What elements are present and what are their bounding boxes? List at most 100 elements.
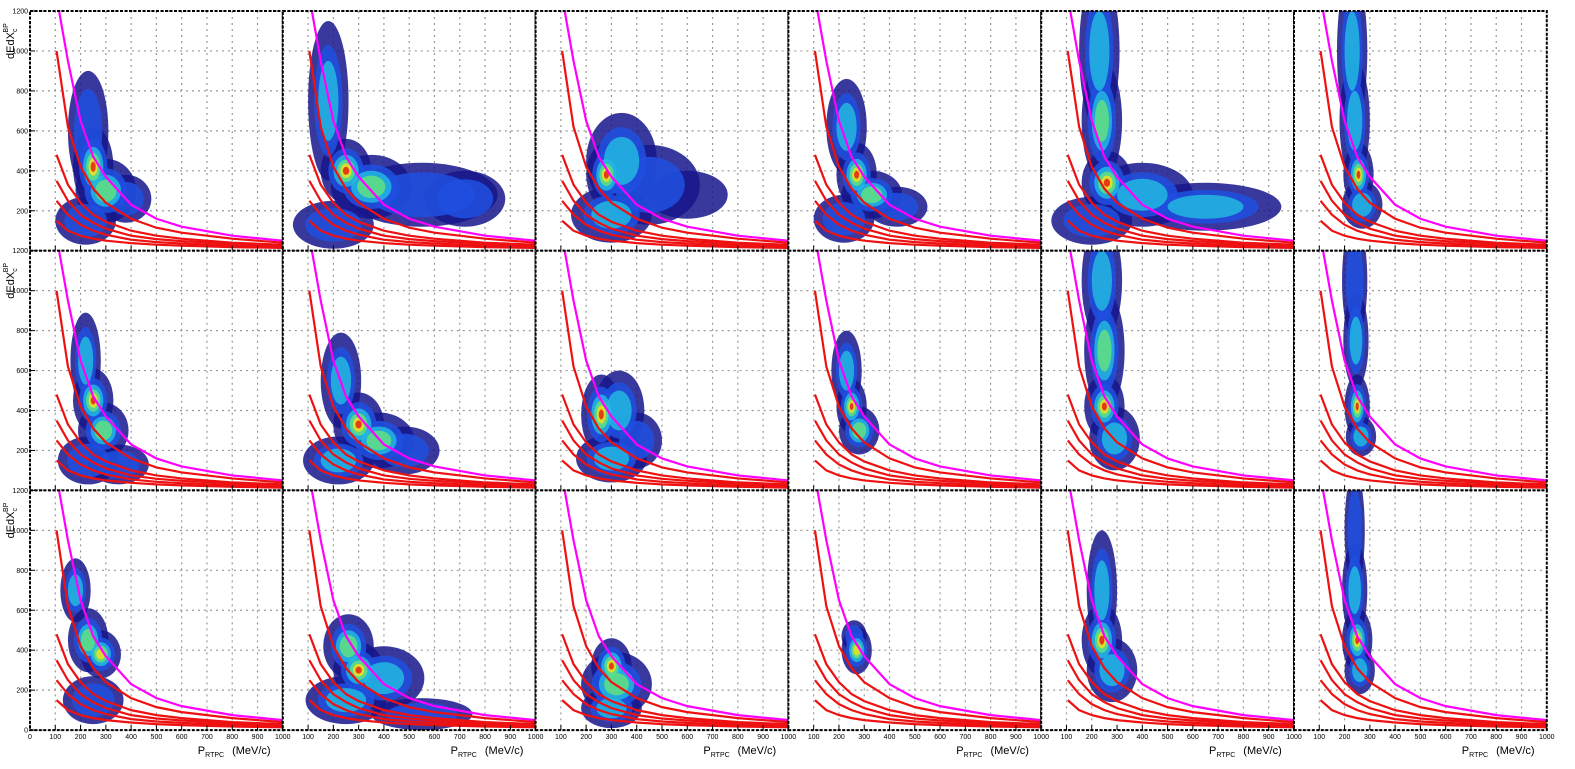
curve bbox=[55, 419, 283, 487]
curve bbox=[813, 530, 1042, 724]
heatmap-cluster bbox=[71, 683, 115, 717]
y-axis-label: dEdXcBP bbox=[3, 263, 19, 299]
curve bbox=[1069, 11, 1294, 242]
heatmap-cluster bbox=[320, 448, 357, 473]
curve bbox=[1319, 154, 1547, 246]
panel bbox=[534, 489, 790, 732]
curve bbox=[1319, 419, 1547, 487]
x-axis-label-unit: (MeV/c) bbox=[738, 745, 777, 757]
x-tick-label: 100 bbox=[808, 734, 820, 741]
heatmap bbox=[1342, 250, 1377, 457]
x-tick-label: 1000 bbox=[1033, 734, 1049, 741]
curve bbox=[561, 180, 789, 247]
heatmap-cluster bbox=[1353, 426, 1369, 447]
curve bbox=[1066, 50, 1294, 244]
y-axis-label: dEdXcBP bbox=[3, 23, 19, 59]
curve bbox=[1319, 659, 1547, 727]
y-tick-label: 600 bbox=[16, 368, 28, 375]
x-axis-label: PRTPC (MeV/c) bbox=[956, 745, 1029, 759]
curve bbox=[57, 490, 283, 722]
panel bbox=[1293, 10, 1548, 252]
curve bbox=[1066, 439, 1294, 488]
curve bbox=[55, 180, 283, 247]
heatmap bbox=[292, 20, 506, 249]
curve bbox=[1066, 633, 1294, 726]
curve bbox=[813, 419, 1042, 487]
x-tick-label: 1000 bbox=[781, 734, 797, 741]
x-axis-label-unit: (MeV/c) bbox=[485, 745, 523, 757]
y-axis-label-main: dEdX bbox=[5, 271, 17, 299]
heatmap-cluster bbox=[1103, 178, 1111, 187]
x-tick-label: 100 bbox=[49, 734, 61, 741]
heatmap-cluster bbox=[838, 350, 855, 391]
x-tick-label: 400 bbox=[1136, 734, 1148, 741]
curve bbox=[308, 633, 536, 726]
curve bbox=[813, 154, 1042, 246]
curve bbox=[1321, 11, 1547, 242]
x-axis-label-main: P bbox=[956, 745, 963, 757]
curves bbox=[55, 11, 283, 250]
curve bbox=[1066, 290, 1294, 484]
x-tick-label: 100 bbox=[302, 734, 314, 741]
x-axis-label-unit: (MeV/c) bbox=[232, 745, 270, 757]
curves bbox=[308, 250, 536, 489]
curve bbox=[1319, 439, 1547, 488]
curve bbox=[561, 439, 789, 488]
heatmap bbox=[831, 330, 880, 455]
x-tick-label: 800 bbox=[226, 734, 238, 741]
curve bbox=[814, 679, 1042, 728]
panel bbox=[29, 10, 284, 252]
curve bbox=[1321, 250, 1547, 482]
heatmap-cluster bbox=[1356, 170, 1361, 179]
heatmap bbox=[60, 558, 124, 725]
x-axis-label-sub: RTPC bbox=[964, 752, 983, 759]
curve bbox=[563, 11, 789, 242]
x-tick-label: 100 bbox=[1061, 734, 1073, 741]
heatmap-cluster bbox=[342, 166, 350, 175]
x-axis-label: PRTPC (MeV/c) bbox=[198, 745, 271, 759]
x-axis-label-unit: (MeV/c) bbox=[1496, 745, 1535, 757]
x-tick-label: 200 bbox=[833, 734, 845, 741]
curve bbox=[1069, 250, 1294, 482]
curve bbox=[561, 290, 789, 484]
heatmap-cluster bbox=[849, 403, 854, 411]
y-axis-label-sup: BP bbox=[3, 23, 10, 33]
curve bbox=[1319, 633, 1547, 726]
y-tick-label: 200 bbox=[16, 688, 28, 695]
y-tick-label: 200 bbox=[16, 208, 28, 215]
x-axis-label-sub: RTPC bbox=[205, 752, 224, 759]
x-tick-label: 600 bbox=[1187, 734, 1199, 741]
heatmap-cluster bbox=[1117, 178, 1168, 211]
curves bbox=[1066, 11, 1294, 250]
curve bbox=[813, 394, 1042, 486]
curve bbox=[55, 154, 283, 246]
x-tick-label: 500 bbox=[656, 734, 668, 741]
curve bbox=[308, 439, 536, 488]
x-tick-label: 600 bbox=[176, 734, 188, 741]
heatmap-cluster bbox=[598, 409, 604, 420]
x-tick-label: 700 bbox=[960, 734, 972, 741]
y-tick-label: 1200 bbox=[12, 248, 28, 255]
curve bbox=[55, 200, 283, 248]
curve bbox=[1066, 679, 1294, 728]
curve bbox=[561, 200, 789, 248]
curve bbox=[1066, 154, 1294, 246]
curve bbox=[814, 439, 1042, 488]
y-tick-label: 1200 bbox=[12, 488, 28, 495]
x-tick-label: 600 bbox=[934, 734, 946, 741]
curve bbox=[1319, 530, 1547, 724]
curve bbox=[561, 659, 789, 727]
x-tick-label: 500 bbox=[403, 734, 415, 741]
curve bbox=[55, 394, 283, 486]
y-tick-label: 1000 bbox=[12, 528, 28, 535]
heatmap-cluster bbox=[591, 200, 632, 229]
x-tick-label: 300 bbox=[1364, 734, 1376, 741]
x-tick-label: 800 bbox=[732, 734, 744, 741]
y-axis-label-sub: c bbox=[12, 268, 19, 272]
panel bbox=[1040, 249, 1295, 492]
curve bbox=[308, 394, 536, 486]
curve bbox=[308, 530, 536, 724]
x-tick-label: 300 bbox=[1111, 734, 1123, 741]
curve bbox=[1069, 490, 1294, 722]
